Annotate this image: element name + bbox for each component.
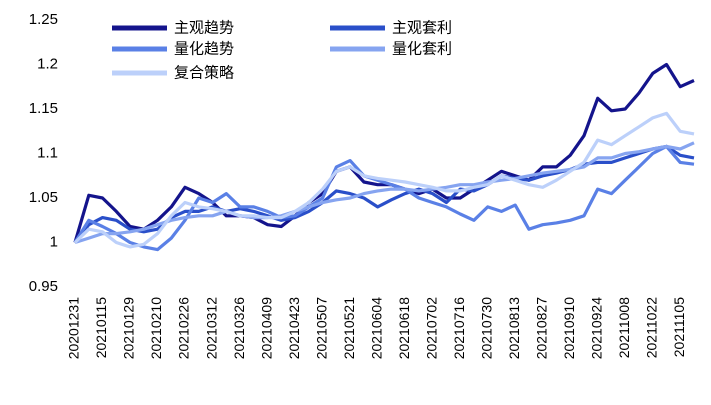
x-tick-label: 20210521 xyxy=(341,297,357,360)
legend-label: 主观趋势 xyxy=(174,19,234,37)
series-line xyxy=(73,62,695,243)
y-tick-label: 1.05 xyxy=(29,189,58,206)
x-tick-label: 20211008 xyxy=(616,297,632,358)
x-tick-label: 20210115 xyxy=(93,297,109,358)
series-line xyxy=(73,144,695,244)
x-tick-label: 20210604 xyxy=(368,297,384,360)
y-tick-label: 1 xyxy=(50,233,58,250)
x-tick-label: 20210910 xyxy=(561,297,577,360)
x-tick-label: 20210507 xyxy=(313,297,329,360)
x-tick-label: 20210618 xyxy=(396,297,412,360)
x-tick-label: 20210827 xyxy=(533,297,549,360)
x-tick-label: 20210226 xyxy=(176,297,192,360)
y-tick-label: 1.15 xyxy=(29,100,58,117)
x-tick-label: 20210409 xyxy=(258,297,274,360)
x-tick-label: 20210924 xyxy=(588,297,604,360)
series-line xyxy=(73,111,695,249)
legend-label: 复合策略 xyxy=(174,64,234,82)
x-tick-label: 20210312 xyxy=(203,297,219,360)
legend-label: 主观套利 xyxy=(392,19,452,37)
x-tick-label: 20210813 xyxy=(506,297,522,360)
x-tick-label: 20210326 xyxy=(231,297,247,360)
legend-label: 量化趋势 xyxy=(174,40,234,58)
x-tick-label: 20210702 xyxy=(423,297,439,360)
x-tick-label: 20210210 xyxy=(148,297,164,360)
x-tick-label: 20210716 xyxy=(451,297,467,360)
y-tick-label: 1.1 xyxy=(37,144,58,161)
y-tick-label: 1.25 xyxy=(29,11,58,28)
series-line xyxy=(73,144,695,252)
x-tick-label: 20210730 xyxy=(478,297,494,360)
x-tick-label: 20210423 xyxy=(286,297,302,360)
series-line xyxy=(74,141,695,245)
x-tick-label: 20210129 xyxy=(121,297,137,360)
x-tick-label: 20211022 xyxy=(643,297,659,358)
y-tick-label: 0.95 xyxy=(29,278,58,295)
y-tick-label: 1.2 xyxy=(37,55,58,72)
x-tick-label: 20211105 xyxy=(671,297,687,357)
legend-label: 量化套利 xyxy=(392,40,452,58)
x-tick-label: 20201231 xyxy=(66,297,82,360)
